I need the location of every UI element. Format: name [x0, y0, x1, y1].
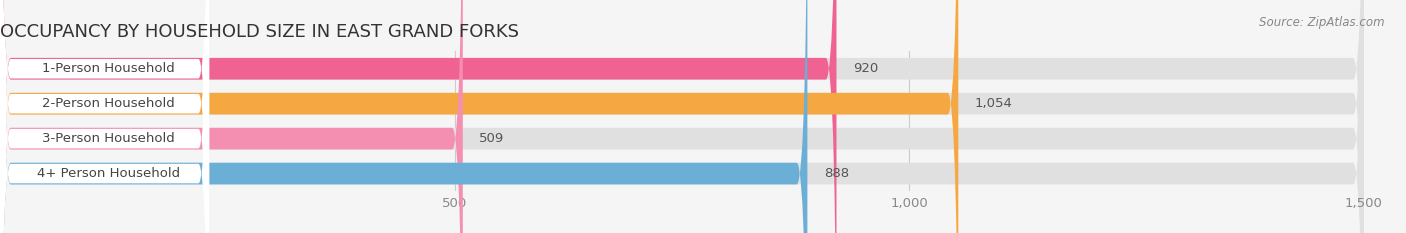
- FancyBboxPatch shape: [0, 0, 959, 233]
- Text: OCCUPANCY BY HOUSEHOLD SIZE IN EAST GRAND FORKS: OCCUPANCY BY HOUSEHOLD SIZE IN EAST GRAN…: [0, 23, 519, 41]
- Text: 4+ Person Household: 4+ Person Household: [37, 167, 180, 180]
- FancyBboxPatch shape: [0, 0, 209, 233]
- Text: Source: ZipAtlas.com: Source: ZipAtlas.com: [1260, 16, 1385, 29]
- Text: 888: 888: [824, 167, 849, 180]
- FancyBboxPatch shape: [0, 0, 1364, 233]
- Text: 3-Person Household: 3-Person Household: [42, 132, 176, 145]
- FancyBboxPatch shape: [0, 0, 463, 233]
- Text: 1-Person Household: 1-Person Household: [42, 62, 176, 75]
- FancyBboxPatch shape: [0, 0, 837, 233]
- Text: 920: 920: [853, 62, 879, 75]
- FancyBboxPatch shape: [0, 0, 1364, 233]
- FancyBboxPatch shape: [0, 0, 1364, 233]
- FancyBboxPatch shape: [0, 0, 807, 233]
- Text: 509: 509: [479, 132, 505, 145]
- Text: 2-Person Household: 2-Person Household: [42, 97, 176, 110]
- Text: 1,054: 1,054: [974, 97, 1012, 110]
- FancyBboxPatch shape: [0, 0, 209, 233]
- FancyBboxPatch shape: [0, 0, 1364, 233]
- FancyBboxPatch shape: [0, 0, 209, 233]
- FancyBboxPatch shape: [0, 0, 209, 233]
